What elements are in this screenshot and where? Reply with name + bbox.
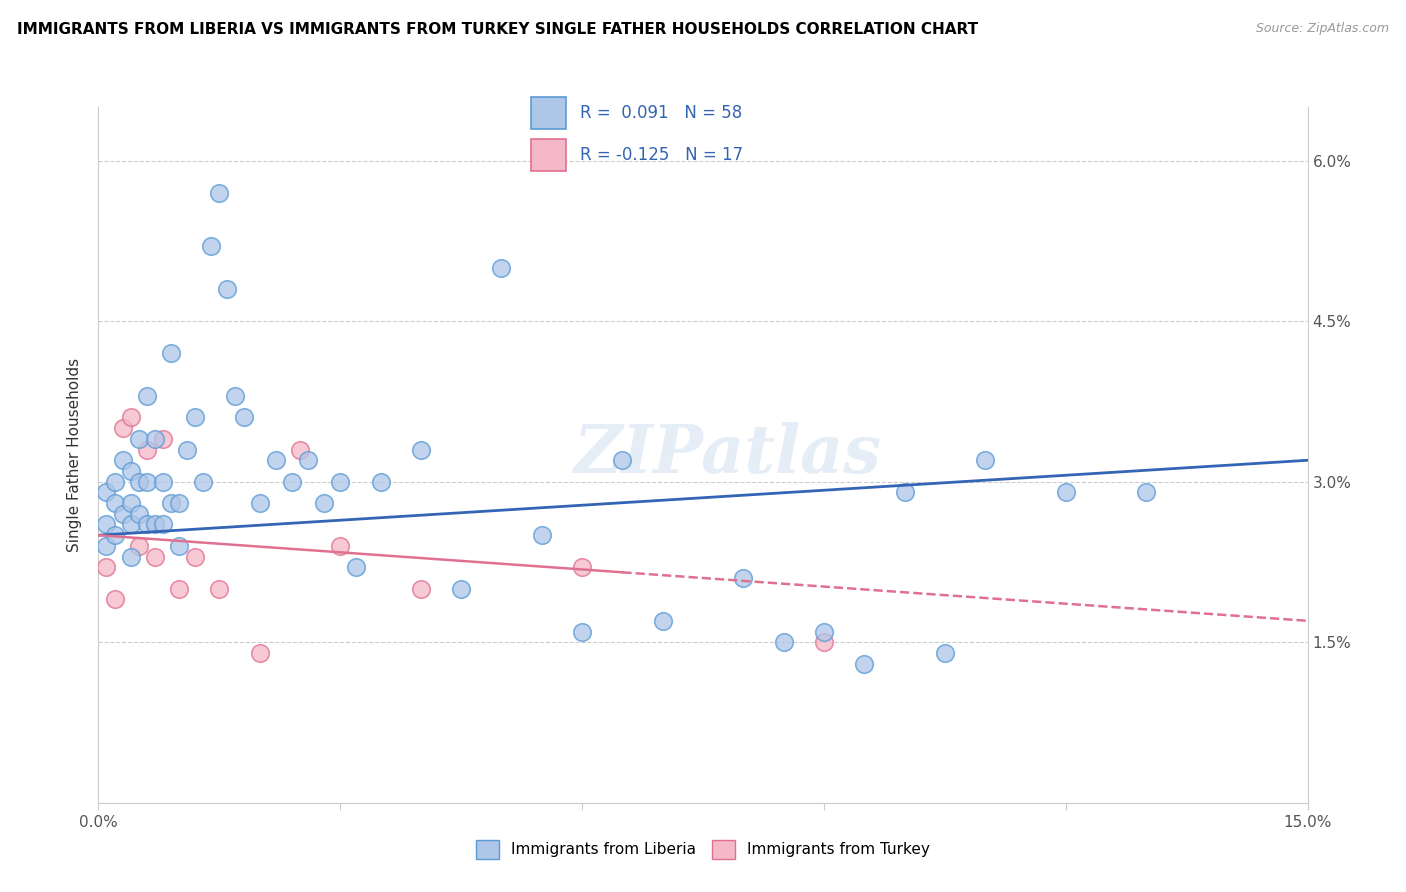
Point (160, 346, 183, 360)
Point (111, 421, 134, 435)
Point (224, 389, 246, 403)
Point (143, 517, 166, 532)
Point (813, 635, 835, 649)
Point (571, 560, 593, 574)
Point (232, 410, 254, 425)
Point (143, 549, 166, 564)
Point (103, 496, 125, 510)
Point (96, 517, 118, 532)
Point (217, 282, 239, 296)
Point (128, 432, 150, 446)
Point (103, 592, 125, 607)
Point (160, 496, 183, 510)
Point (1054, 485, 1077, 500)
Point (184, 410, 207, 425)
Legend: Immigrants from Liberia, Immigrants from Turkey: Immigrants from Liberia, Immigrants from… (470, 834, 936, 864)
Text: R = -0.125   N = 17: R = -0.125 N = 17 (581, 146, 744, 164)
Text: Source: ZipAtlas.com: Source: ZipAtlas.com (1256, 22, 1389, 36)
Point (733, 571, 755, 585)
Point (208, 582, 231, 596)
Point (571, 624, 593, 639)
Point (103, 475, 125, 489)
Point (96, 485, 118, 500)
Point (772, 635, 794, 649)
Point (167, 539, 190, 553)
Point (893, 485, 915, 500)
Point (370, 475, 392, 489)
Point (152, 475, 174, 489)
Point (128, 507, 150, 521)
Point (176, 442, 198, 457)
Point (329, 475, 352, 489)
Point (409, 442, 432, 457)
Point (612, 453, 634, 467)
Point (120, 410, 142, 425)
Point (152, 517, 174, 532)
Point (314, 496, 336, 510)
Point (974, 453, 997, 467)
Point (344, 560, 367, 574)
Text: ZIPatlas: ZIPatlas (574, 423, 882, 487)
Point (120, 464, 142, 478)
Point (128, 539, 150, 553)
Point (135, 442, 157, 457)
Point (409, 582, 432, 596)
Point (167, 496, 190, 510)
Point (111, 507, 134, 521)
Point (111, 453, 134, 467)
Point (167, 582, 190, 596)
Point (193, 475, 215, 489)
Point (281, 475, 304, 489)
Point (264, 453, 287, 467)
Text: IMMIGRANTS FROM LIBERIA VS IMMIGRANTS FROM TURKEY SINGLE FATHER HOUSEHOLDS CORRE: IMMIGRANTS FROM LIBERIA VS IMMIGRANTS FR… (17, 22, 979, 37)
Point (143, 432, 166, 446)
Point (152, 432, 174, 446)
Point (450, 582, 472, 596)
Point (329, 539, 352, 553)
Point (120, 549, 142, 564)
Point (96, 560, 118, 574)
Point (491, 260, 513, 275)
Point (530, 528, 553, 542)
Y-axis label: Single Father Households: Single Father Households (67, 358, 83, 552)
Point (135, 475, 157, 489)
Point (184, 549, 207, 564)
Point (208, 186, 231, 200)
Point (249, 496, 271, 510)
Point (288, 442, 311, 457)
Bar (531, 139, 565, 171)
Point (120, 517, 142, 532)
Point (853, 657, 876, 671)
Point (128, 475, 150, 489)
Point (813, 624, 835, 639)
Text: R =  0.091   N = 58: R = 0.091 N = 58 (581, 104, 742, 122)
Point (103, 528, 125, 542)
Bar (531, 97, 565, 129)
Point (1135, 485, 1157, 500)
Point (297, 453, 319, 467)
Point (135, 389, 157, 403)
Point (135, 517, 157, 532)
Point (934, 646, 956, 660)
Point (200, 239, 222, 253)
Point (249, 646, 271, 660)
Point (651, 614, 673, 628)
Point (96, 539, 118, 553)
Point (120, 496, 142, 510)
